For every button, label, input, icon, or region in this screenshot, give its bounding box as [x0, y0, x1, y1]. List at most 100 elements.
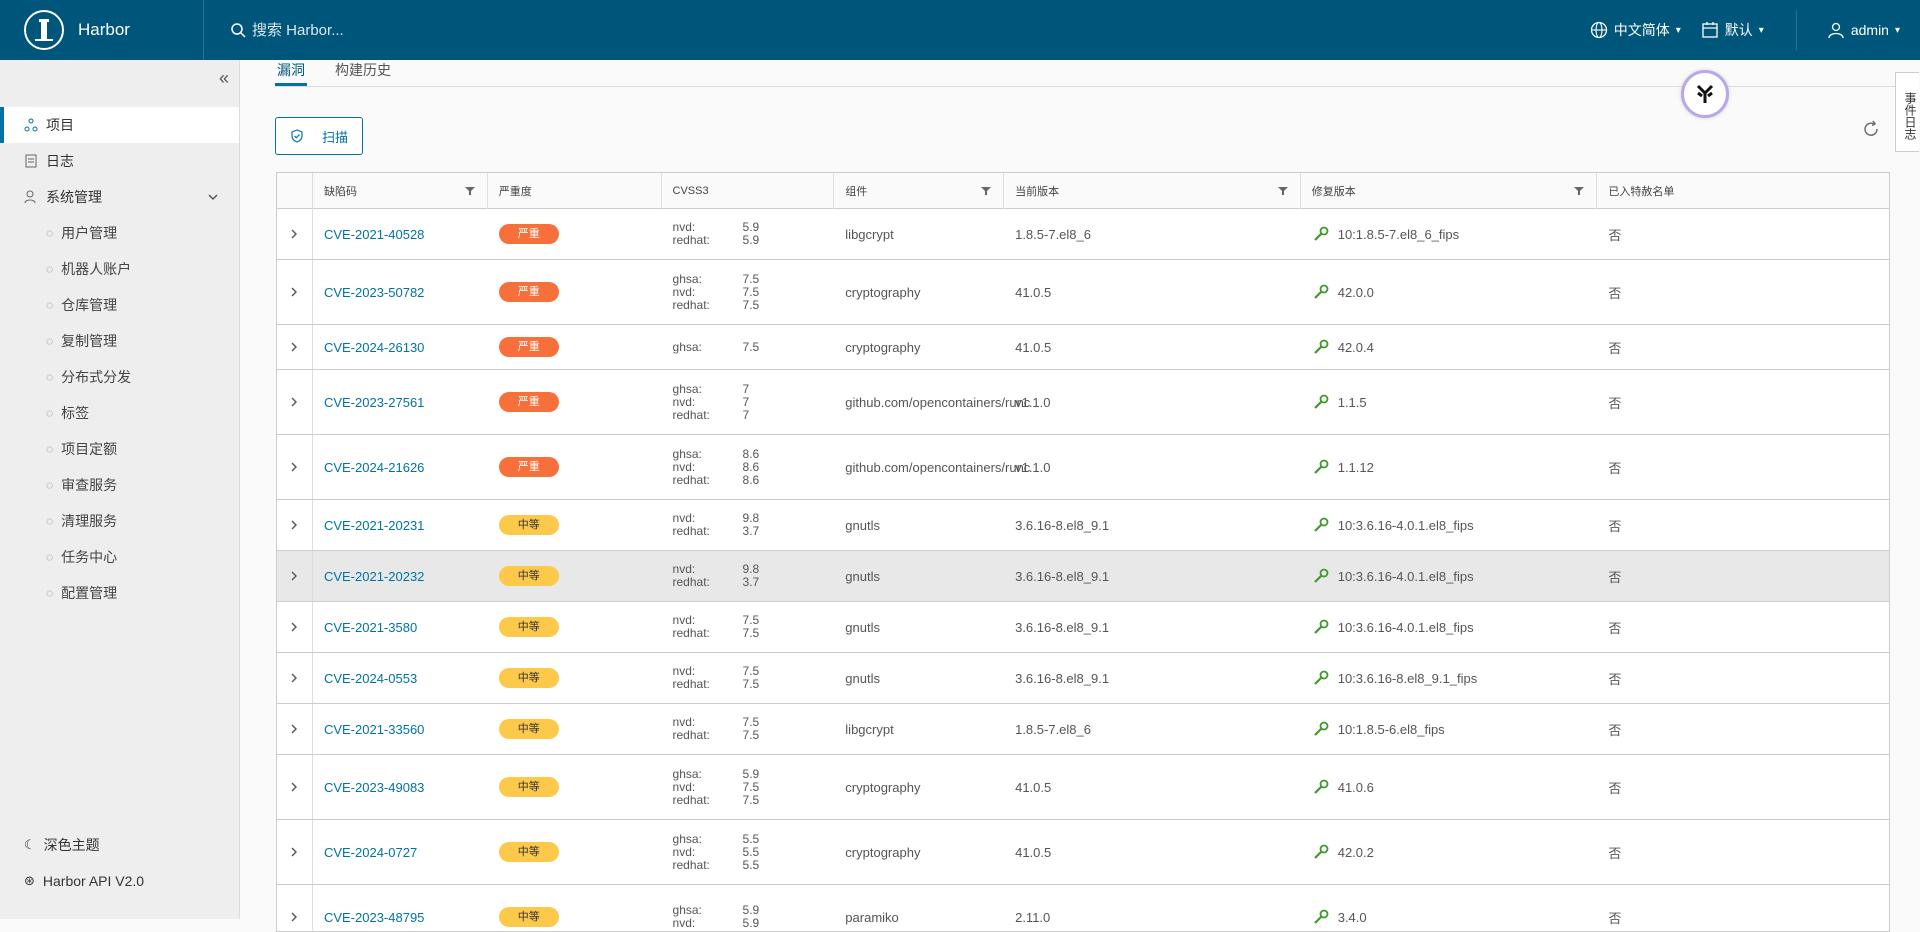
- global-search: [230, 0, 830, 60]
- tab-vulnerabilities[interactable]: 漏洞: [275, 60, 307, 86]
- cve-link[interactable]: CVE-2024-26130: [323, 339, 425, 355]
- sidebar-item-job[interactable]: ◌ 任务中心: [0, 539, 239, 575]
- table-row[interactable]: CVE-2024-21626 严重 ghsa: 8.6 nvd: 8.6 redhat: 8.…: [277, 435, 1889, 500]
- expand-row-button[interactable]: [277, 704, 313, 754]
- filter-icon[interactable]: [1574, 186, 1585, 196]
- cve-link[interactable]: CVE-2021-20231: [323, 517, 425, 533]
- table-row[interactable]: CVE-2023-50782 严重 ghsa: 7.5 nvd: 7.5 redhat: 7.…: [277, 260, 1889, 325]
- expand-row-button[interactable]: [277, 602, 313, 652]
- cve-link[interactable]: CVE-2024-21626: [323, 459, 425, 475]
- tag-icon: ◌: [46, 406, 54, 420]
- column-header-cve[interactable]: 缺陷码: [313, 173, 488, 209]
- cve-link[interactable]: CVE-2021-20232: [323, 568, 425, 584]
- cvss-source: nvd:: [672, 394, 696, 409]
- fixed-version: 10:3.6.16-4.0.1.el8_fips: [1312, 567, 1474, 585]
- table-row[interactable]: CVE-2021-20232 中等 nvd: 9.8 redhat: 3.7 gnutls 3…: [277, 551, 1889, 602]
- brand[interactable]: Harbor: [0, 0, 204, 60]
- tab-build-history[interactable]: 构建历史: [335, 62, 391, 78]
- cvss-scores: ghsa: 8.6 nvd: 8.6 redhat: 8.6: [672, 447, 760, 487]
- api-link[interactable]: ⊛ Harbor API V2.0: [0, 863, 239, 899]
- sidebar-item-admin[interactable]: 系统管理: [0, 179, 239, 215]
- sidebar-item-tag[interactable]: ◌ 标签: [0, 395, 239, 431]
- column-header-fixed-version[interactable]: 修复版本: [1301, 173, 1598, 209]
- table-row[interactable]: CVE-2021-3580 中等 nvd: 7.5 redhat: 7.5 gnutls 3.…: [277, 602, 1889, 653]
- component-name: libgcrypt: [845, 721, 894, 737]
- floating-assistant-icon[interactable]: [1681, 70, 1729, 118]
- cvss-score: 9.8: [742, 562, 760, 576]
- table-row[interactable]: CVE-2023-48795 中等 ghsa: 5.9 nvd: 5.9 paramiko 2…: [277, 885, 1889, 931]
- expand-row-button[interactable]: [277, 653, 313, 703]
- cve-link[interactable]: CVE-2021-40528: [323, 226, 425, 242]
- cve-link[interactable]: CVE-2021-33560: [323, 721, 425, 737]
- event-log-side-tab[interactable]: 事件日志: [1895, 72, 1919, 152]
- dark-theme-toggle[interactable]: ☾ 深色主题: [0, 827, 239, 863]
- date-format-selector[interactable]: 默认 ▾: [1701, 20, 1764, 40]
- table-row[interactable]: CVE-2024-26130 严重 ghsa: 7.5 cryptography 41.0…: [277, 325, 1889, 370]
- sidebar-item-logs[interactable]: 日志: [0, 143, 239, 179]
- expand-row-button[interactable]: [277, 820, 313, 884]
- sidebar-item-replication[interactable]: ◌ 复制管理: [0, 323, 239, 359]
- current-version: 41.0.5: [1015, 339, 1052, 355]
- sidebar-item-gear[interactable]: ◌ 配置管理: [0, 575, 239, 611]
- language-selector[interactable]: 中文简体 ▾: [1590, 20, 1681, 40]
- sidebar-item-robot[interactable]: ◌ 机器人账户: [0, 251, 239, 287]
- collapse-sidebar-icon[interactable]: «: [218, 68, 229, 88]
- sidebar-item-trash[interactable]: ◌ 清理服务: [0, 503, 239, 539]
- search-input[interactable]: [252, 21, 652, 39]
- expand-row-button[interactable]: [277, 370, 313, 434]
- cve-link[interactable]: CVE-2023-50782: [323, 284, 425, 300]
- user-menu[interactable]: admin ▾: [1827, 21, 1900, 39]
- table-row[interactable]: CVE-2021-33560 中等 nvd: 7.5 redhat: 7.5 libgcry…: [277, 704, 1889, 755]
- cvss-scores: ghsa: 7 nvd: 7 redhat: 7: [672, 381, 750, 422]
- table-row[interactable]: CVE-2021-20231 中等 nvd: 9.8 redhat: 3.7 gnutls 3…: [277, 500, 1889, 551]
- sidebar-item-distribution[interactable]: ◌ 分布式分发: [0, 359, 239, 395]
- sidebar-item-users[interactable]: ◌ 用户管理: [0, 215, 239, 251]
- cvss-source: redhat:: [672, 472, 710, 487]
- expand-row-button[interactable]: [277, 260, 313, 324]
- cve-link[interactable]: CVE-2021-3580: [323, 619, 418, 635]
- expand-row-button[interactable]: [277, 551, 313, 601]
- expand-row-button[interactable]: [277, 500, 313, 550]
- sidebar-item-label: 项目定额: [61, 441, 118, 457]
- table-row[interactable]: CVE-2024-0727 中等 ghsa: 5.5 nvd: 5.5 redhat: 5.5…: [277, 820, 1889, 885]
- table-row[interactable]: CVE-2021-40528 严重 nvd: 5.9 redhat: 5.9 libgcry…: [277, 209, 1889, 260]
- sidebar-item-registry[interactable]: ◌ 仓库管理: [0, 287, 239, 323]
- column-header-component[interactable]: 组件: [834, 173, 1005, 209]
- scan-button[interactable]: 扫描: [275, 117, 363, 155]
- filter-icon[interactable]: [981, 186, 992, 196]
- fixed-version-label: 3.4.0: [1337, 909, 1367, 925]
- column-header-current-version[interactable]: 当前版本: [1004, 173, 1301, 209]
- filter-icon[interactable]: [1277, 186, 1288, 196]
- table-row[interactable]: CVE-2023-49083 中等 ghsa: 5.9 nvd: 7.5 redhat: 7.…: [277, 755, 1889, 820]
- table-row[interactable]: CVE-2024-0553 中等 nvd: 7.5 redhat: 7.5 gnutls 3.…: [277, 653, 1889, 704]
- chevron-right-icon: [291, 397, 298, 407]
- fixed-version: 10:1.8.5-7.el8_6_fips: [1312, 225, 1459, 243]
- expand-row-button[interactable]: [277, 755, 313, 819]
- expand-row-button[interactable]: [277, 325, 313, 369]
- expand-row-button[interactable]: [277, 209, 313, 259]
- expand-row-button[interactable]: [277, 885, 313, 931]
- table-row[interactable]: CVE-2023-27561 严重 ghsa: 7 nvd: 7 redhat: 7 githu…: [277, 370, 1889, 435]
- column-header-severity[interactable]: 严重度: [488, 173, 662, 209]
- cvss-score: 7: [742, 381, 750, 396]
- cve-link[interactable]: CVE-2023-48795: [323, 909, 425, 925]
- cve-link[interactable]: CVE-2024-0727: [323, 844, 418, 860]
- filter-icon[interactable]: [464, 186, 475, 196]
- severity-badge: 严重: [498, 392, 559, 412]
- allowlist-status: 否: [1608, 722, 1622, 738]
- cve-link[interactable]: CVE-2023-49083: [323, 779, 425, 795]
- cvss-source: ghsa:: [672, 903, 702, 917]
- fixed-version: 42.0.2: [1312, 843, 1374, 861]
- sidebar-item-shield[interactable]: ◌ 审查服务: [0, 467, 239, 503]
- cve-link[interactable]: CVE-2024-0553: [323, 670, 418, 686]
- column-header-allowlist[interactable]: 已入特赦名单: [1597, 173, 1889, 209]
- sidebar-item-projects[interactable]: 项目: [0, 107, 239, 143]
- sidebar-item-quota[interactable]: ◌ 项目定额: [0, 431, 239, 467]
- refresh-icon[interactable]: [1862, 120, 1880, 138]
- cve-link[interactable]: CVE-2023-27561: [323, 394, 425, 410]
- cvss-score: 8.6: [742, 472, 760, 487]
- expand-row-button[interactable]: [277, 435, 313, 499]
- column-header-cvss3[interactable]: CVSS3: [662, 173, 835, 209]
- severity-badge: 中等: [498, 842, 559, 862]
- allowlist-status: 否: [1608, 780, 1622, 796]
